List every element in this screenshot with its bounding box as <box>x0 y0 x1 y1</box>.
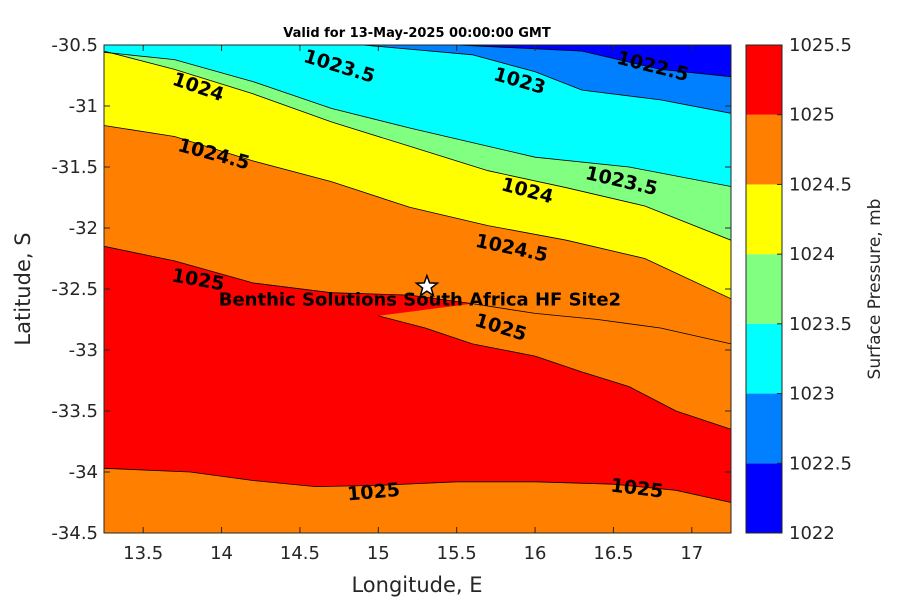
x-tick-label: 14 <box>210 543 233 564</box>
colorbar-swatch <box>746 254 782 324</box>
band-1025-1025.5 <box>104 246 731 503</box>
colorbar-tick-label: 1023 <box>789 384 835 405</box>
colorbar-title: Surface Pressure, mb <box>865 199 885 380</box>
plot-area: 13.5 14 14.5 15 15.5 16 16.5 17 -30.5-31-31.5-3… <box>51 35 732 564</box>
isobar-1025 <box>378 315 731 430</box>
band-1024.5-1025-east <box>378 303 731 430</box>
colorbar-swatches <box>746 45 782 533</box>
contour-fill-layer <box>104 45 731 533</box>
isobar-1025 <box>104 245 731 345</box>
contour-line-layer <box>104 45 731 503</box>
x-axis-ticks: 13.5 14 14.5 15 15.5 16 16.5 17 <box>123 45 703 564</box>
y-tick-label: -34.5 <box>51 523 98 544</box>
colorbar-swatch <box>746 114 782 185</box>
colorbar-swatch <box>746 463 782 533</box>
site-layer: Benthic Solutions South Africa HF Site2 <box>219 273 621 311</box>
y-tick-label: -30.5 <box>51 35 98 56</box>
chart-title: Valid for 13-May-2025 00:00:00 GMT <box>283 26 551 41</box>
colorbar-tick-label: 1022 <box>789 523 835 544</box>
band-1022-1022.5 <box>456 45 731 77</box>
isobar-1022.5 <box>299 45 731 78</box>
colorbar-tick-labels: 1025.5 1025 1024.5 1024 1023.5 1023 1022.5 1022 <box>777 35 852 544</box>
y-tick-label: -33.5 <box>51 401 98 422</box>
isobar-1024 <box>104 50 731 241</box>
contour-label: 1025 <box>346 479 401 506</box>
y-tick-label: -31.5 <box>51 157 98 178</box>
colorbar-swatch <box>746 323 782 394</box>
x-tick-label: 15 <box>367 543 390 564</box>
x-tick-label: 15.5 <box>437 543 477 564</box>
x-tick-label: 17 <box>680 543 703 564</box>
isobar-1023 <box>104 45 731 114</box>
colorbar-swatch <box>746 393 782 464</box>
isobar-1025 <box>104 467 731 503</box>
y-tick-label: -32.5 <box>51 279 98 300</box>
colorbar-tick-label: 1022.5 <box>789 453 852 474</box>
colorbar-tick-label: 1023.5 <box>789 314 852 335</box>
colorbar-tick-label: 1025 <box>789 105 835 126</box>
x-tick-label: 16.5 <box>593 543 633 564</box>
y-axis-ticks: -30.5 -31 -31.5 -32 -32.5 -33 -33.5 -34 -34.5 <box>51 35 731 544</box>
y-axis-label: Latitude, S <box>11 232 35 345</box>
site-star-icon <box>414 273 440 298</box>
x-axis-label: Longitude, E <box>351 573 482 597</box>
y-tick-label: -33 <box>69 340 98 361</box>
band-1022.5-1023 <box>104 45 731 114</box>
colorbar-swatch <box>746 45 782 115</box>
colorbar-tick-label: 1024 <box>789 244 835 265</box>
y-tick-label: -34 <box>69 462 98 483</box>
x-tick-label: 14.5 <box>280 543 320 564</box>
y-tick-label: -31 <box>69 96 98 117</box>
x-tick-label: 13.5 <box>123 543 163 564</box>
colorbar: 1025.5 1025 1024.5 1024 1023.5 1023 1022.5 1022… <box>745 35 885 544</box>
colorbar-swatch <box>746 184 782 255</box>
isobar-1023.5 <box>104 51 731 187</box>
site-label: Benthic Solutions South Africa HF Site2 <box>219 290 621 311</box>
x-tick-label: 16 <box>524 543 547 564</box>
colorbar-tick-label: 1024.5 <box>789 174 852 195</box>
y-tick-label: -32 <box>69 218 98 239</box>
colorbar-frame <box>745 44 783 534</box>
isobar-1024.5 <box>104 125 731 300</box>
colorbar-tick-label: 1025.5 <box>789 35 852 56</box>
